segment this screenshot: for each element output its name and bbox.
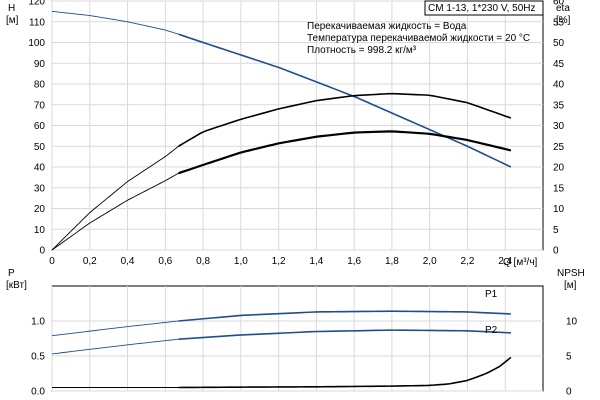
x-tick-label: 0,2 [83,256,97,267]
top-left-axis-unit: [м] [6,15,19,26]
top-right-axis-label: eta [556,3,570,14]
left-tick-label: 40 [34,163,46,174]
x-tick-label: 0,8 [196,256,210,267]
left-tick-label: 110 [29,17,45,28]
bottom-left-axis-unit: [кВт] [6,280,27,291]
right-tick-label: 5 [553,225,559,236]
right-tick-label: 50 [553,38,565,49]
right-tick-label: 0 [553,246,559,257]
left-tick-label: 90 [34,59,46,70]
bottom-grid [51,286,543,392]
x-tick-label: 0,4 [121,256,135,267]
x-tick-label: 1,8 [385,256,399,267]
right-tick-label: 10 [553,204,565,215]
x-tick-label: 1,2 [272,256,286,267]
x-tick-label: 1,0 [234,256,248,267]
top-series-1-extended-line [51,145,179,251]
left-tick-label: 0 [39,246,45,257]
right-tick-label: 30 [553,121,565,132]
top-right-tick-labels: 0 5 10 15 20 25 30 35 40 45 50 55 60 [553,0,565,257]
bottom-series-1-operating-line [178,329,511,340]
top-series-0-extended-line [51,10,179,35]
bottom-left-tick-label: 0.5 [31,352,45,363]
bottom-series [51,310,512,389]
bottom-right-tick-label: 0 [566,387,572,398]
right-tick-label: 40 [553,80,565,91]
left-tick-label: 60 [34,121,46,132]
bottom-right-axis-unit: [м] [564,280,577,291]
series-label-p1: P1 [485,289,498,300]
x-tick-label: 1,4 [309,256,323,267]
right-tick-label: 35 [553,100,565,111]
x-tick-label: 2,2 [461,256,475,267]
x-tick-label: 2,4 [498,256,512,267]
annotation-liquid: Перекачиваемая жидкость = Вода [307,21,467,32]
bottom-left-tick-label: 0.0 [31,387,45,398]
right-tick-label: 60 [553,0,565,8]
left-tick-label: 100 [28,38,45,49]
bottom-left-axis-label: P [8,268,15,279]
x-axis-label: Q [м³/ч] [503,257,538,268]
left-tick-label: 30 [34,183,46,194]
top-series-0-operating-line [178,33,512,168]
left-tick-label: 120 [28,0,45,8]
bottom-plot-frame [51,285,544,392]
annotation-temperature: Температура перекачиваемой жидкости = 20… [307,33,530,44]
top-series-2-extended-line [51,172,179,251]
bottom-left-tick-label: 1.0 [31,317,45,328]
right-tick-label: 15 [553,183,565,194]
top-right-axis-unit: [%] [556,15,571,26]
top-x-tick-labels: 0 0,2 0,4 0,6 0,8 1,0 1,2 1,4 1,6 1,8 2,0 2,2 2,4 [49,256,512,267]
top-series-2-operating-line [178,130,512,175]
right-tick-label: 55 [553,17,565,28]
bottom-series-0-extended-line [51,320,179,337]
bottom-series-1-extended-line [51,338,179,355]
left-tick-label: 70 [34,100,46,111]
top-left-tick-labels: 0 10 20 30 40 50 60 70 80 90 100 110 120 [28,0,45,257]
bottom-right-tick-label: 10 [566,317,578,328]
x-tick-label: 0,6 [158,256,172,267]
bottom-left-tick-labels: 0.0 0.5 1.0 [31,317,45,398]
x-tick-label: 1,6 [347,256,361,267]
bottom-right-axis-label: NPSH [557,268,585,279]
left-tick-label: 50 [34,142,46,153]
left-tick-label: 80 [34,80,46,91]
bottom-right-tick-label: 5 [566,352,572,363]
left-tick-label: 10 [34,225,46,236]
series-label-p2: P2 [485,325,498,336]
top-left-axis-label: H [8,3,15,14]
right-tick-label: 20 [553,163,565,174]
bottom-right-tick-labels: 0 5 10 [566,317,578,398]
x-tick-label: 0 [49,256,55,267]
chart-title: CM 1-13, 1*230 V, 50Hz [428,3,535,14]
top-series [51,10,512,251]
left-tick-label: 20 [34,204,46,215]
bottom-series-2-operating-line [178,356,512,389]
right-tick-label: 25 [553,142,565,153]
annotation-density: Плотность = 998.2 кг/м³ [307,45,417,56]
top-series-1-operating-line [178,92,512,147]
title-box [424,0,544,16]
x-tick-label: 2,0 [423,256,437,267]
right-tick-label: 45 [553,59,565,70]
bottom-series-0-operating-line [178,310,511,322]
